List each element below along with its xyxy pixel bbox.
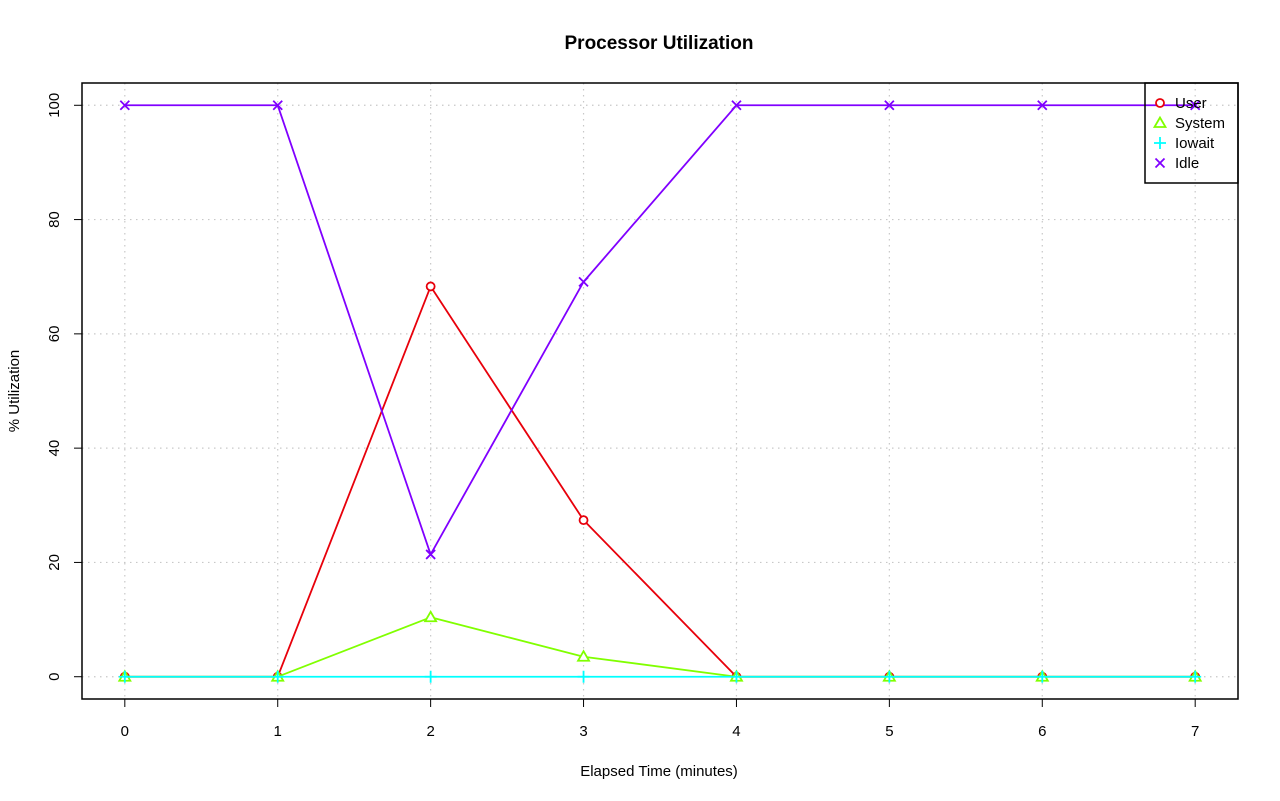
x-tick-label: 7	[1191, 723, 1199, 740]
data-point	[425, 549, 436, 560]
chart-title: Processor Utilization	[565, 33, 754, 54]
legend-item-user: User	[1155, 95, 1207, 112]
x-axis-label: Elapsed Time (minutes)	[580, 763, 738, 780]
data-point	[119, 100, 130, 111]
legend-label: Iowait	[1175, 135, 1215, 152]
legend-box	[1144, 82, 1239, 184]
data-point	[578, 276, 589, 287]
data-point	[883, 670, 896, 683]
x-tick-label: 2	[426, 723, 434, 740]
data-point	[1155, 98, 1165, 108]
x-tick-label: 6	[1038, 723, 1046, 740]
data-point	[423, 609, 438, 623]
series-user	[119, 281, 1201, 682]
y-tick-label: 20	[46, 554, 63, 571]
data-point	[576, 649, 591, 662]
series-layer	[117, 100, 1203, 683]
data-point	[1189, 670, 1202, 683]
y-tick-label: 0	[46, 673, 63, 681]
data-point	[1154, 137, 1166, 149]
data-point	[730, 670, 743, 683]
legend-item-idle: Idle	[1154, 155, 1199, 172]
x-tick-label: 0	[121, 723, 129, 740]
data-point	[1036, 670, 1049, 683]
series-iowait	[118, 670, 1202, 683]
y-tick-label: 100	[46, 93, 63, 118]
y-tick-label: 80	[46, 211, 63, 228]
series-idle	[119, 100, 1201, 560]
grid-layer	[82, 83, 1238, 699]
legend-label: System	[1175, 115, 1225, 132]
x-tick-label: 1	[274, 723, 282, 740]
data-point	[425, 281, 436, 292]
series-line-idle	[124, 104, 1196, 556]
series-line-system	[124, 616, 1196, 678]
data-point	[271, 670, 284, 683]
legend: User System Iowait Idle	[1144, 82, 1239, 184]
y-tick-label: 40	[46, 440, 63, 457]
y-tick-label: 60	[46, 326, 63, 343]
data-point	[424, 670, 437, 683]
data-point	[118, 670, 131, 683]
data-point	[1154, 157, 1166, 169]
x-tick-label: 5	[885, 723, 893, 740]
legend-item-iowait: Iowait	[1154, 135, 1215, 152]
data-point	[272, 100, 283, 111]
series-system	[117, 609, 1203, 682]
data-point	[884, 100, 895, 111]
legend-label: User	[1175, 95, 1207, 112]
data-point	[731, 100, 742, 111]
legend-label: Idle	[1175, 155, 1199, 172]
data-point	[1037, 100, 1048, 111]
y-axis-label: % Utilization	[6, 350, 23, 433]
series-line-user	[124, 285, 1196, 678]
axes-layer: 0 1 2 3 4 5 6 7 0 20 40 60 80 100	[46, 93, 1199, 740]
legend-item-system: System	[1152, 115, 1225, 132]
plot-frame	[81, 82, 1239, 700]
x-tick-label: 4	[732, 723, 740, 740]
data-point	[1152, 115, 1168, 128]
data-point	[1190, 100, 1201, 111]
data-point	[577, 670, 590, 683]
data-point	[578, 515, 589, 526]
x-tick-label: 3	[579, 723, 587, 740]
